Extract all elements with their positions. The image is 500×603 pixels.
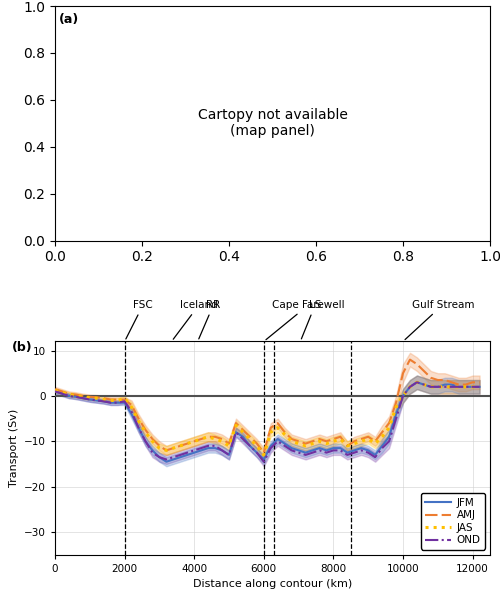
Y-axis label: Transport (Sv): Transport (Sv) xyxy=(8,409,18,487)
Text: Cartopy not available
(map panel): Cartopy not available (map panel) xyxy=(198,109,348,139)
Text: (b): (b) xyxy=(12,341,32,355)
Text: LS: LS xyxy=(302,300,322,339)
Text: Gulf Stream: Gulf Stream xyxy=(405,300,474,339)
Text: Cape Farewell: Cape Farewell xyxy=(266,300,345,339)
Text: FSC: FSC xyxy=(126,300,153,339)
Text: RR: RR xyxy=(199,300,220,339)
Legend: JFM, AMJ, JAS, OND: JFM, AMJ, JAS, OND xyxy=(421,493,485,549)
Text: (a): (a) xyxy=(60,13,80,26)
X-axis label: Distance along contour (km): Distance along contour (km) xyxy=(193,579,352,589)
Text: Iceland: Iceland xyxy=(173,300,218,339)
